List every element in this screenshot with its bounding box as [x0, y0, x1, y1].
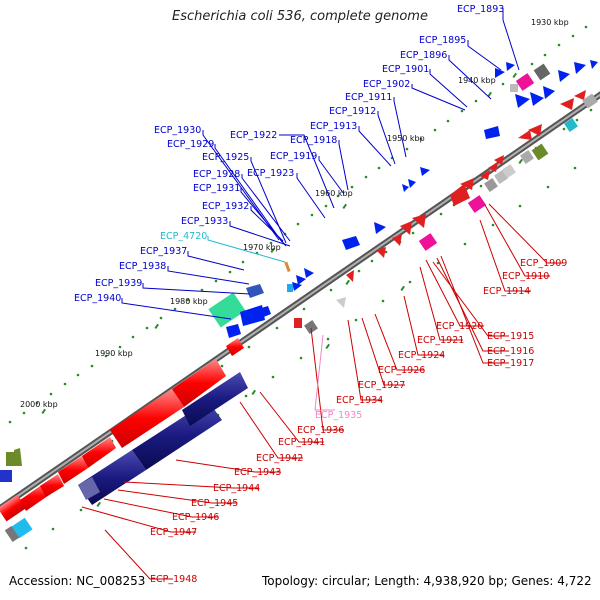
gene-label-ecp-1925: ECP_1925 [202, 152, 249, 163]
gene-label-ecp-1913: ECP_1913 [310, 121, 357, 132]
gene-label-ecp-1895: ECP_1895 [419, 35, 466, 46]
gene-label-ecp-1924: ECP_1924 [398, 350, 445, 361]
gene-label-ecp-1917: ECP_1917 [487, 358, 534, 369]
gene-label-ecp-1943: ECP_1943 [234, 467, 281, 478]
gene-label-ecp-4720: ECP_4720 [160, 231, 207, 242]
gene-label-ecp-1941: ECP_1941 [278, 437, 325, 448]
gene-label-ecp-1901: ECP_1901 [382, 64, 429, 75]
kbp-label: 1950 kbp [387, 134, 425, 143]
kbp-label: 1970 kbp [243, 243, 281, 252]
gene-label-ecp-1930: ECP_1930 [154, 125, 201, 136]
gene-label-ecp-1937: ECP_1937 [140, 246, 187, 257]
gene-label-ecp-1946: ECP_1946 [172, 512, 219, 523]
gene-label-ecp-1902: ECP_1902 [363, 79, 410, 90]
gene-label-ecp-1921: ECP_1921 [417, 335, 464, 346]
accession-text: Accession: NC_008253 [9, 574, 146, 588]
gene-label-ecp-1918: ECP_1918 [290, 135, 337, 146]
gene-label-ecp-1934: ECP_1934 [336, 395, 383, 406]
kbp-label: 1930 kbp [531, 18, 569, 27]
gene-label-ecp-1928: ECP_1928 [193, 169, 240, 180]
gene-label-ecp-1910: ECP_1910 [502, 271, 549, 282]
gene-label-ecp-1920: ECP_1920 [436, 321, 483, 332]
gene-label-ecp-1914: ECP_1914 [483, 286, 530, 297]
gene-label-ecp-1919: ECP_1919 [270, 151, 317, 162]
pseudo-leader [314, 334, 335, 411]
kbp-label: 1980 kbp [170, 297, 208, 306]
reverse-leaders [81, 203, 563, 580]
gene-label-ecp-1909: ECP_1909 [520, 258, 567, 269]
gene-label-ecp-1927: ECP_1927 [358, 380, 405, 391]
gene-label-ecp-1933: ECP_1933 [181, 216, 228, 227]
gene-label-ecp-1932: ECP_1932 [202, 201, 249, 212]
gene-label-ecp-1911: ECP_1911 [345, 92, 392, 103]
gene-label-ecp-1945: ECP_1945 [191, 498, 238, 509]
ecp-4720-rna [284, 261, 291, 273]
gene-label-ecp-1947: ECP_1947 [150, 527, 197, 538]
pseudo-gene-label: ECP_1935 [315, 410, 362, 421]
reverse-features [0, 63, 598, 543]
forward-leaders [121, 8, 520, 320]
gene-label-ecp-1922: ECP_1922 [230, 130, 277, 141]
gene-label-ecp-1893: ECP_1893 [457, 4, 504, 15]
gene-label-ecp-1931: ECP_1931 [193, 183, 240, 194]
kbp-label: 2000 kbp [20, 400, 58, 409]
gene-label-ecp-1938: ECP_1938 [119, 261, 166, 272]
gene-label-ecp-1912: ECP_1912 [329, 106, 376, 117]
gene-label-ecp-1915: ECP_1915 [487, 331, 534, 342]
gene-label-ecp-1944: ECP_1944 [213, 483, 260, 494]
gene-label-ecp-1936: ECP_1936 [297, 425, 344, 436]
kbp-label: 1990 kbp [95, 349, 133, 358]
gene-label-ecp-1940: ECP_1940 [74, 293, 121, 304]
gene-label-ecp-1948: ECP_1948 [150, 574, 197, 585]
gene-label-ecp-1896: ECP_1896 [400, 50, 447, 61]
reverse-gene-labels: ECP_1909 ECP_1910 ECP_1914 ECP_1920 ECP_… [150, 258, 567, 585]
gene-label-ecp-1929: ECP_1929 [167, 139, 214, 150]
rna-gene-label: ECP_4720 [160, 231, 207, 242]
gene-label-ecp-1923: ECP_1923 [247, 168, 294, 179]
gene-label-ecp-1926: ECP_1926 [378, 365, 425, 376]
gene-label-ecp-1916: ECP_1916 [487, 346, 534, 357]
gene-label-ecp-1942: ECP_1942 [256, 453, 303, 464]
gene-label-ecp-1935: ECP_1935 [315, 410, 362, 421]
rna-leader [207, 236, 286, 263]
topology-text: Topology: circular; Length: 4,938,920 bp… [262, 574, 592, 588]
forward-gene-labels: ECP_1893 ECP_1895 ECP_1896 ECP_1901 ECP_… [74, 4, 504, 304]
kbp-labels: 1930 kbp 1940 kbp 1950 kbp 1960 kbp 1970… [20, 18, 569, 409]
forward-features [0, 60, 598, 482]
map-title: Escherichia coli 536, complete genome [172, 9, 428, 24]
kbp-label: 1940 kbp [458, 76, 496, 85]
genome-backbone [0, 91, 600, 512]
gene-label-ecp-1939: ECP_1939 [95, 278, 142, 289]
kbp-label: 1960 kbp [315, 189, 353, 198]
